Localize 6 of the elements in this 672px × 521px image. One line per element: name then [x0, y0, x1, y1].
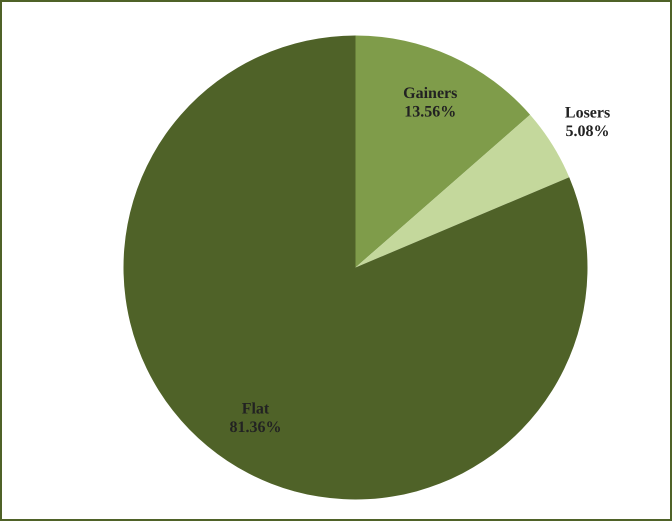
data-label: 81.36%: [229, 419, 282, 436]
data-label: 13.56%: [404, 104, 456, 121]
slice-label: Gainers: [403, 84, 458, 102]
data-label: 5.08%: [566, 123, 610, 140]
slice-label: Flat: [242, 400, 270, 418]
slice-label: Losers: [564, 104, 610, 122]
